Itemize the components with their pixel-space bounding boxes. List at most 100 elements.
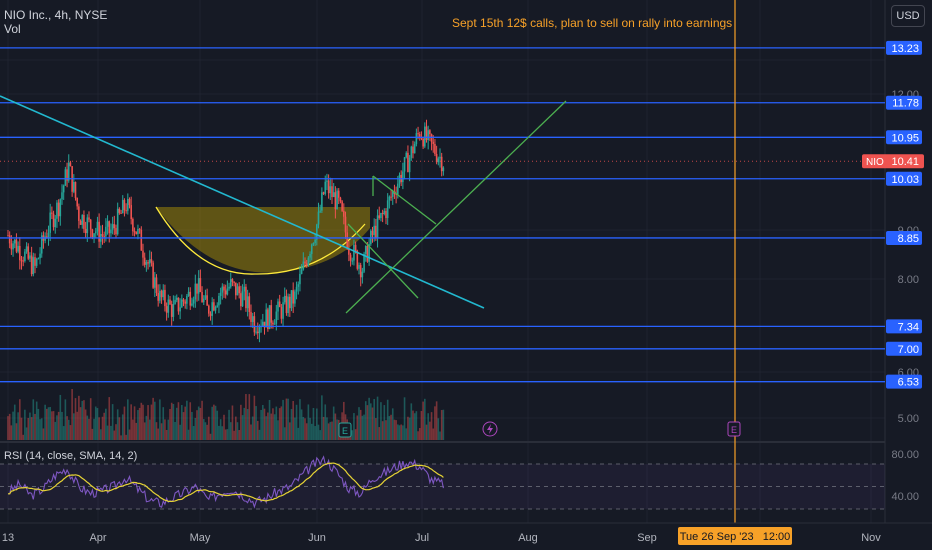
candle-53 — [96, 221, 99, 232]
volume-bar-127 — [221, 426, 224, 440]
candle-249 — [427, 130, 429, 141]
volume-bar-245 — [420, 411, 423, 440]
candle-70 — [125, 210, 127, 212]
candle-62 — [111, 224, 114, 230]
candle-153 — [265, 309, 267, 328]
candle-104 — [182, 299, 185, 302]
candle-234 — [402, 171, 404, 183]
volume-bar-57 — [103, 412, 105, 440]
candle-106 — [186, 296, 188, 304]
volume-bar-103 — [181, 405, 183, 440]
volume-bar-101 — [177, 402, 180, 440]
candle-52 — [94, 231, 97, 234]
volume-bar-185 — [319, 430, 321, 440]
volume-bar-191 — [329, 421, 332, 440]
volume-bar-14 — [30, 417, 33, 440]
candle-169 — [292, 290, 294, 304]
price-tick-3: 8.00 — [898, 274, 919, 286]
volume-bar-167 — [289, 422, 291, 440]
earnings-event-1[interactable] — [338, 422, 352, 438]
volume-bar-66 — [118, 417, 121, 440]
candle-212 — [364, 245, 367, 254]
candle-225 — [386, 200, 389, 219]
candle-130 — [226, 288, 229, 295]
volume-bar-17 — [35, 401, 38, 440]
volume-bar-94 — [165, 429, 168, 440]
volume-bar-22 — [44, 404, 46, 440]
candle-245 — [420, 137, 423, 139]
volume-bar-139 — [241, 415, 244, 440]
candle-83 — [147, 262, 149, 264]
candle-56 — [101, 233, 104, 237]
candle-4 — [13, 239, 16, 244]
candle-0 — [7, 235, 9, 237]
volume-bar-141 — [245, 394, 247, 440]
candle-193 — [332, 192, 335, 198]
flag-upper — [372, 175, 437, 225]
volume-bar-118 — [206, 424, 208, 440]
last-price-value: 10.41 — [891, 156, 919, 168]
currency-button[interactable]: USD — [891, 5, 925, 27]
volume-bar-76 — [135, 422, 138, 440]
volume-bar-53 — [96, 408, 99, 440]
volume-bar-253 — [434, 406, 436, 440]
volume-bar-11 — [25, 427, 28, 440]
volume-bar-243 — [417, 431, 419, 440]
candle-133 — [231, 279, 234, 282]
level-tag-label-3: 10.03 — [891, 174, 919, 186]
candle-220 — [378, 215, 381, 219]
candle-175 — [302, 261, 305, 270]
candle-29 — [56, 202, 58, 219]
candle-97 — [170, 304, 173, 317]
volume-bar-228 — [391, 408, 394, 440]
volume-bar-233 — [400, 424, 402, 440]
volume-bar-35 — [66, 416, 68, 440]
candle-65 — [116, 208, 119, 235]
candle-148 — [256, 331, 259, 334]
candle-50 — [91, 229, 94, 238]
candle-20 — [40, 235, 43, 254]
volume-bar-189 — [326, 417, 328, 440]
volume-bar-34 — [64, 399, 67, 440]
time-axis — [0, 523, 932, 550]
candle-188 — [324, 181, 327, 194]
rsi-tick-0: 80.00 — [891, 449, 919, 461]
volume-bar-144 — [250, 424, 252, 440]
volume-bar-193 — [332, 406, 335, 440]
candle-26 — [51, 212, 53, 214]
candle-165 — [285, 295, 288, 314]
candle-129 — [224, 290, 227, 295]
volume-bar-211 — [363, 414, 365, 440]
candle-184 — [317, 211, 320, 225]
candle-186 — [321, 192, 323, 211]
candle-219 — [376, 215, 379, 239]
candle-72 — [128, 199, 131, 206]
volume-bar-107 — [187, 429, 190, 440]
candle-196 — [337, 190, 340, 198]
last-price-tag — [862, 154, 924, 169]
candle-114 — [199, 278, 202, 292]
candle-27 — [52, 213, 55, 228]
candle-41 — [76, 197, 78, 207]
volume-bar-246 — [422, 401, 424, 440]
volume-bar-123 — [214, 405, 217, 440]
candle-85 — [150, 259, 153, 263]
candle-67 — [120, 212, 122, 214]
volume-bar-166 — [287, 398, 289, 440]
candle-134 — [233, 281, 235, 283]
earnings-event-2[interactable] — [727, 421, 741, 437]
candle-16 — [34, 257, 36, 266]
volume-bar-62 — [111, 404, 114, 440]
rsi-line — [7, 455, 444, 509]
candle-36 — [67, 162, 70, 181]
candle-18 — [37, 258, 40, 260]
volume-bar-244 — [418, 427, 421, 440]
candle-64 — [115, 228, 117, 235]
volume-bar-179 — [309, 417, 311, 440]
candle-42 — [78, 206, 80, 221]
volume-bar-40 — [74, 398, 77, 440]
volume-bar-61 — [110, 425, 112, 440]
volume-bar-100 — [175, 407, 178, 440]
